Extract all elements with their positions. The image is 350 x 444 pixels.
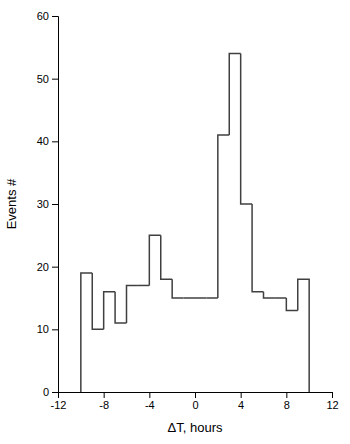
histogram-step — [229, 54, 240, 135]
tick: 60 — [37, 10, 58, 22]
histogram-step — [161, 235, 172, 279]
histogram-step — [138, 285, 149, 287]
histogram-step — [127, 285, 138, 323]
tick-label: -8 — [99, 399, 109, 411]
tick-label: 60 — [37, 10, 49, 22]
histogram-step — [252, 204, 263, 292]
tick: 20 — [37, 261, 58, 273]
tick: 30 — [37, 198, 58, 210]
tick-mark — [104, 392, 105, 398]
tick-mark — [286, 392, 287, 398]
tick-label: 0 — [43, 386, 49, 398]
tick: 0 — [192, 392, 198, 411]
histogram-step — [104, 292, 115, 330]
tick: 40 — [37, 135, 58, 147]
tick-label: 10 — [37, 323, 49, 335]
tick: 4 — [238, 392, 244, 411]
tick-mark — [195, 392, 196, 398]
tick-mark — [332, 392, 333, 398]
tick-mark — [52, 79, 58, 80]
histogram-step — [218, 135, 229, 298]
tick-mark — [52, 392, 58, 393]
histogram-step — [275, 297, 286, 299]
tick-label: 4 — [238, 399, 244, 411]
histogram-step — [241, 54, 252, 204]
marks — [81, 54, 309, 392]
tick-label: 40 — [37, 135, 49, 147]
tick: 8 — [284, 392, 290, 411]
tick: -4 — [145, 392, 155, 411]
tick-mark — [52, 16, 58, 17]
tick-label: 50 — [37, 73, 49, 85]
histogram-step — [172, 279, 183, 298]
tick: 50 — [37, 73, 58, 85]
tick-mark — [52, 267, 58, 268]
x-axis: -12 -8 -4 0 4 8 12 — [51, 392, 339, 411]
tick-label: 12 — [326, 399, 338, 411]
x-axis-title: ΔT, hours — [168, 420, 223, 435]
histogram-step — [195, 297, 206, 299]
axis-line — [59, 393, 333, 399]
tick-label: -12 — [51, 399, 67, 411]
tick: -8 — [99, 392, 109, 411]
y-axis: 0 10 20 30 40 50 60 — [37, 10, 59, 398]
tick-label: 8 — [284, 399, 290, 411]
tick: 10 — [37, 323, 58, 335]
histogram-step — [286, 298, 297, 311]
histogram-step — [81, 273, 92, 392]
tick-label: -4 — [145, 399, 155, 411]
histogram-step — [184, 297, 195, 299]
y-axis-title: Events # — [4, 178, 19, 229]
histogram-step — [115, 292, 126, 323]
histogram-step — [149, 235, 160, 285]
tick: -12 — [51, 392, 67, 411]
histogram-step — [206, 297, 217, 299]
tick-mark — [52, 204, 58, 205]
histogram-step — [92, 273, 103, 329]
tick-mark — [149, 392, 150, 398]
histogram-step — [264, 292, 275, 298]
axis-line — [52, 17, 59, 393]
histogram-step — [298, 279, 309, 392]
tick-mark — [241, 392, 242, 398]
tick-mark — [52, 329, 58, 330]
tick-label: 20 — [37, 261, 49, 273]
tick: 0 — [43, 386, 58, 398]
tick-label: 30 — [37, 198, 49, 210]
tick-label: 0 — [192, 399, 198, 411]
chart: -12 -8 -4 0 4 8 12 0 10 20 30 40 50 60 ΔT, hours Events… — [0, 0, 350, 444]
tick: 12 — [326, 392, 338, 411]
tick-mark — [52, 141, 58, 142]
plot: -12 -8 -4 0 4 8 12 0 10 20 30 40 50 60 — [37, 10, 339, 411]
